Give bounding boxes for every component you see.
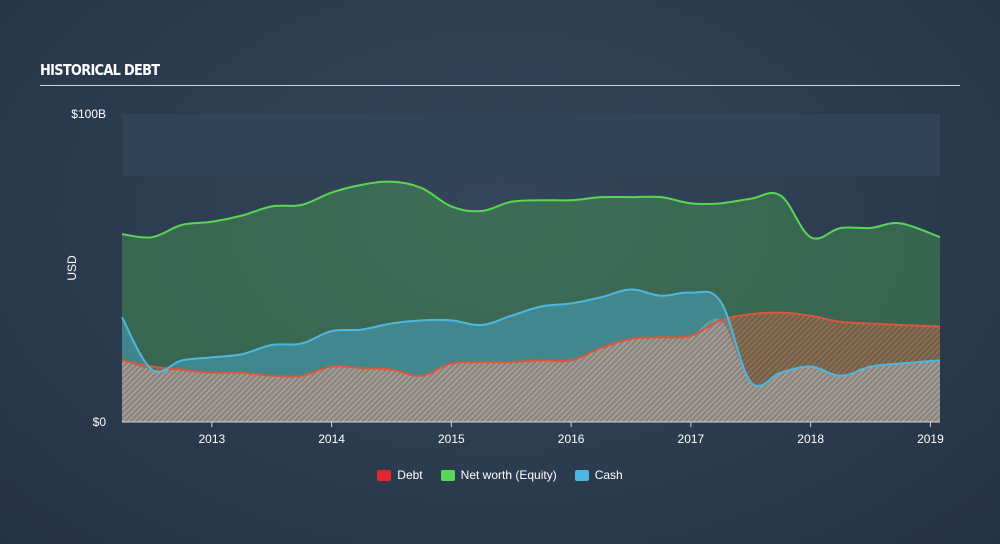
title-divider	[40, 85, 960, 86]
y-tick-label: $0	[93, 415, 107, 429]
legend-swatch	[574, 469, 589, 481]
legend-item-cash: Cash	[574, 468, 623, 482]
equity-line	[121, 180, 941, 240]
chart-title: HISTORICAL DEBT	[40, 61, 160, 79]
y-axis-label: USD	[65, 255, 79, 281]
chart-legend: Debt Net worth (Equity) Cash	[0, 468, 1000, 482]
cash-line	[121, 288, 941, 388]
legend-label: Debt	[397, 468, 423, 482]
x-tick-label: 2014	[318, 432, 345, 446]
legend-item-debt: Debt	[377, 468, 423, 482]
x-tick-label: 2017	[678, 432, 705, 446]
legend-swatch	[377, 469, 392, 481]
x-tick-label: 2016	[558, 432, 585, 446]
legend-item-net: Net worth (Equity)	[440, 468, 557, 482]
legend-label: Cash	[594, 468, 623, 482]
debt-line	[121, 311, 941, 378]
x-tick-label: 2018	[797, 432, 824, 446]
legend-label: Net worth (Equity)	[460, 468, 557, 482]
y-tick-label: $100B	[71, 107, 106, 121]
debt-cash-overlap-area	[122, 318, 940, 422]
x-tick-label: 2013	[198, 432, 225, 446]
plot-top-band	[122, 114, 940, 176]
x-tick-label: 2015	[438, 432, 465, 446]
x-tick-label: 2019	[917, 432, 944, 446]
legend-swatch	[440, 469, 455, 481]
